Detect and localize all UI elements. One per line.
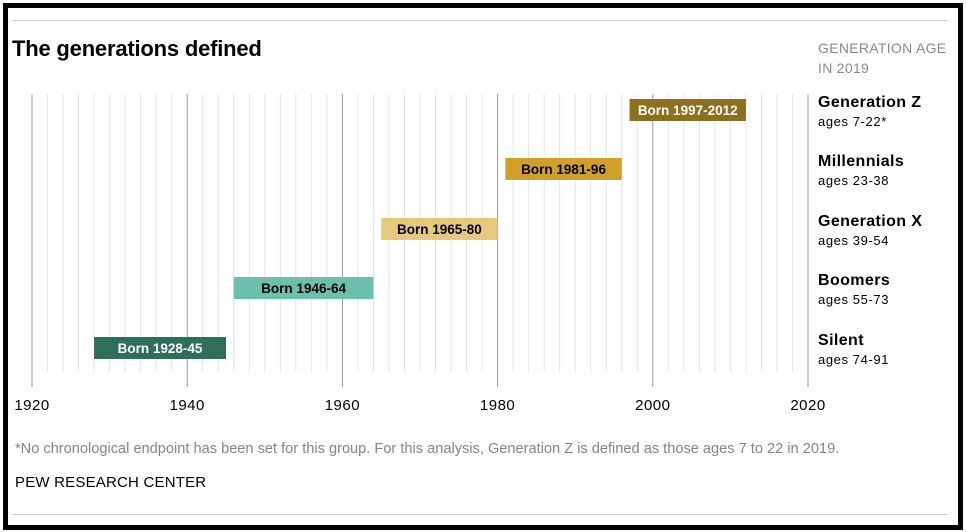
generation-label: Generation Z ages 7-22* (818, 93, 921, 131)
source-credit: PEW RESEARCH CENTER (15, 474, 207, 491)
bar-label: Born 1981-96 (521, 162, 606, 177)
bar-label: Born 1965-80 (397, 222, 482, 237)
generation-ages: ages 39-54 (818, 233, 890, 248)
bar-label: Born 1928-45 (118, 341, 203, 356)
x-tick-label: 1920 (14, 397, 49, 414)
bottom-rule (12, 514, 948, 515)
bar-generation-z (629, 99, 746, 121)
bar-silent (94, 337, 226, 359)
generation-name: Generation Z (818, 94, 922, 111)
x-tick-label: 1980 (480, 397, 515, 414)
generation-label: Silent ages 74-91 (818, 331, 889, 369)
x-tick-label: 2020 (790, 397, 825, 414)
x-tick-label: 1940 (170, 397, 205, 414)
chart-frame (3, 3, 963, 530)
generation-name: Boomers (818, 272, 891, 289)
bar-boomers (233, 277, 374, 299)
generation-name: Silent (818, 332, 864, 349)
generation-name: Millennials (818, 153, 905, 170)
footnote: *No chronological endpoint has been set … (15, 441, 840, 457)
bar-millennials (505, 158, 622, 180)
generation-ages: ages 7-22* (818, 114, 887, 129)
generation-ages: ages 23-38 (818, 173, 890, 188)
bar-generation-x (381, 218, 498, 240)
generation-label: Boomers ages 55-73 (818, 271, 890, 309)
chart-title: The generations defined (12, 36, 262, 61)
generation-name: Generation X (818, 213, 923, 230)
bar-label: Born 1946-64 (261, 281, 346, 296)
generation-ages: ages 74-91 (818, 352, 890, 367)
generation-label: Generation X ages 39-54 (818, 212, 922, 250)
top-rule (12, 20, 948, 21)
x-tick-label: 2000 (635, 397, 670, 414)
generation-ages: ages 55-73 (818, 292, 890, 307)
x-tick-label: 1960 (325, 397, 360, 414)
age-column-heading: GENERATION AGE IN 2019 (818, 40, 947, 76)
generation-label: Millennials ages 23-38 (818, 152, 904, 190)
bar-label: Born 1997-2012 (638, 103, 738, 118)
